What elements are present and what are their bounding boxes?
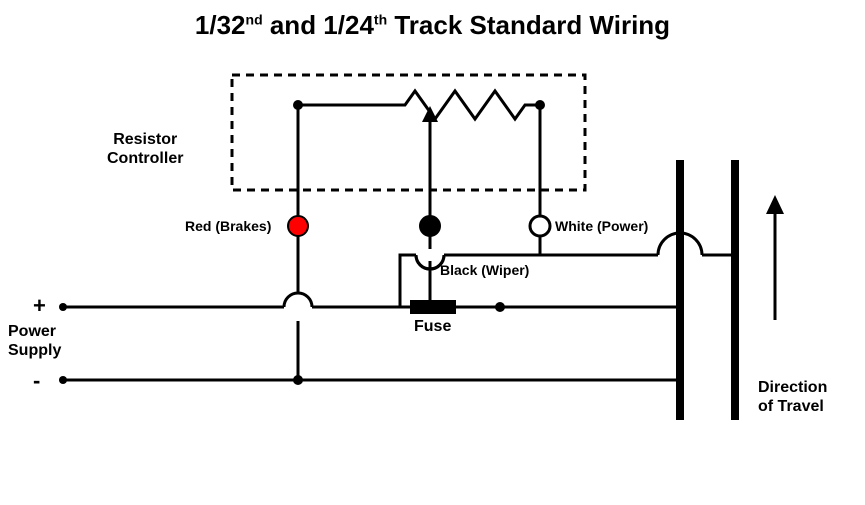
label-power-supply: Power Supply xyxy=(8,322,61,360)
label-plus-text: + xyxy=(33,293,46,318)
label-minus-text: - xyxy=(33,368,40,393)
label-direction: Direction of Travel xyxy=(758,378,827,416)
label-red-brakes: Red (Brakes) xyxy=(185,218,271,234)
label-direction-l2: of Travel xyxy=(758,398,824,415)
label-minus: - xyxy=(33,368,40,394)
label-resistor-controller-l1: Resistor xyxy=(113,131,177,148)
terminal-white xyxy=(530,216,550,236)
label-power-supply-l2: Supply xyxy=(8,342,61,359)
diagram-canvas: 1/32nd and 1/24th Track Standard Wiring xyxy=(0,0,865,505)
label-direction-l1: Direction xyxy=(758,379,827,396)
node-3 xyxy=(293,375,303,385)
node-1 xyxy=(293,100,303,110)
node-6 xyxy=(59,376,67,384)
label-white-power-text: White (Power) xyxy=(555,218,648,234)
node-4 xyxy=(495,302,505,312)
label-fuse: Fuse xyxy=(414,318,451,336)
label-power-supply-l1: Power xyxy=(8,323,56,340)
label-plus: + xyxy=(33,293,46,319)
label-resistor-controller-l2: Controller xyxy=(107,150,183,167)
wire-white-left-stub2 xyxy=(400,255,416,307)
label-black-wiper-text: Black (Wiper) xyxy=(440,262,529,278)
terminal-black xyxy=(420,216,440,236)
cover2 xyxy=(426,249,434,261)
terminal-red xyxy=(288,216,308,236)
fuse-symbol xyxy=(410,300,456,314)
label-white-power: White (Power) xyxy=(555,218,648,234)
node-5 xyxy=(59,303,67,311)
direction-arrow-head xyxy=(766,195,784,214)
label-fuse-text: Fuse xyxy=(414,318,451,335)
label-black-wiper: Black (Wiper) xyxy=(440,262,529,278)
wiring-svg-2 xyxy=(0,0,865,505)
wire-hop-red xyxy=(284,293,312,307)
node-2 xyxy=(535,100,545,110)
label-resistor-controller: Resistor Controller xyxy=(107,130,183,168)
label-red-brakes-text: Red (Brakes) xyxy=(185,218,271,234)
